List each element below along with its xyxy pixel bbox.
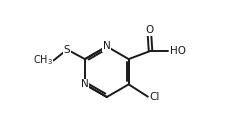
Text: O: O [144,25,153,35]
Text: N: N [103,41,110,51]
Text: Cl: Cl [149,92,159,102]
Text: HO: HO [169,46,185,56]
Text: S: S [64,45,70,55]
Text: N: N [81,79,88,89]
Text: CH$_3$: CH$_3$ [33,54,53,67]
